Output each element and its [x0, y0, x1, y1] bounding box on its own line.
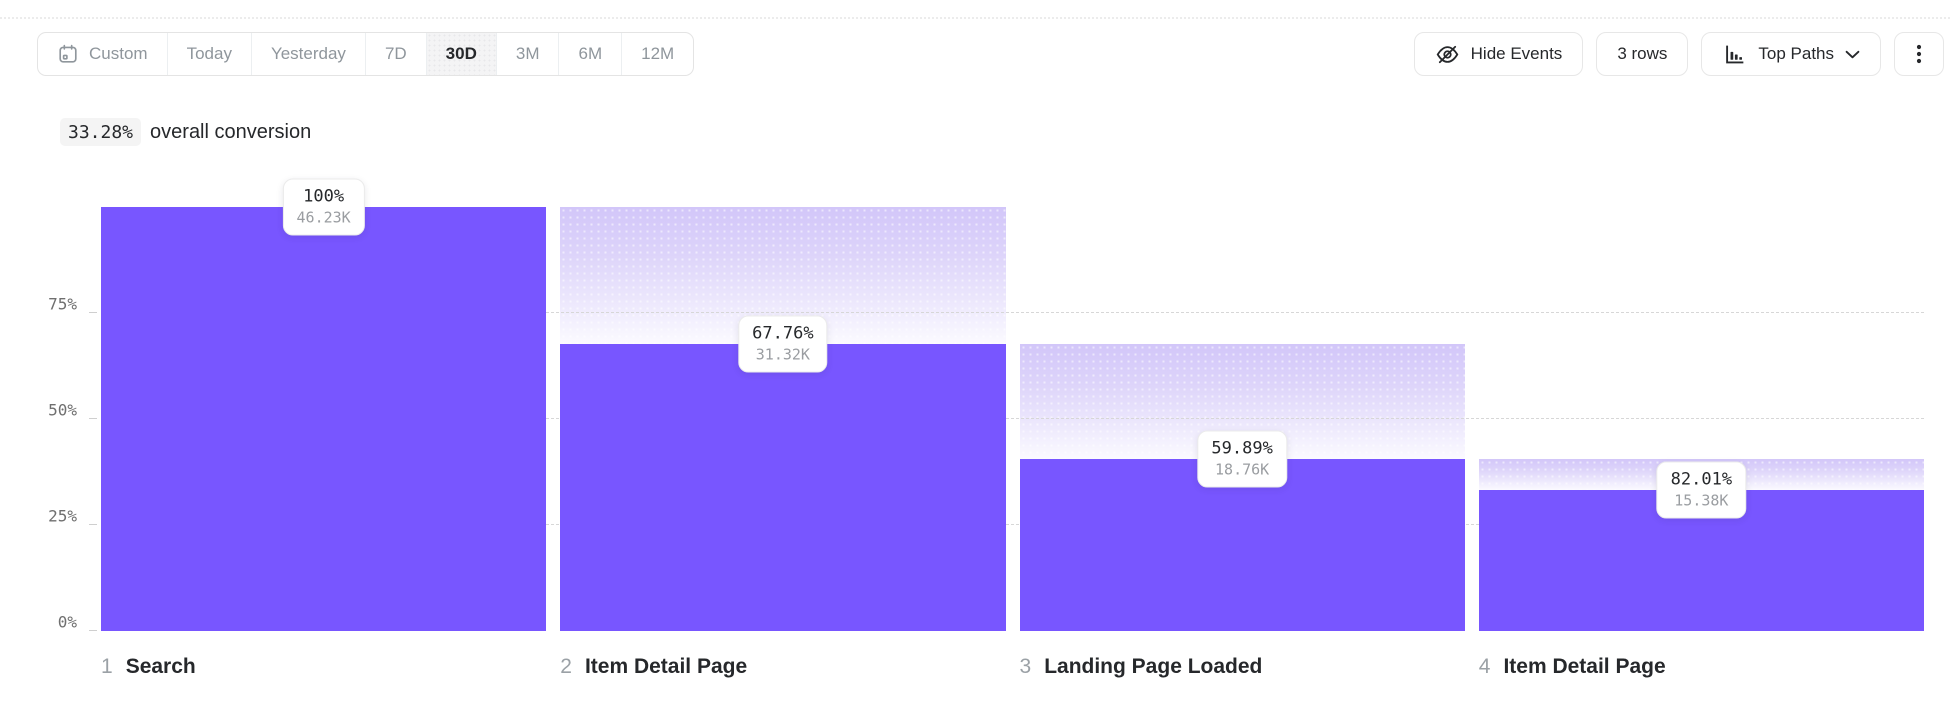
eye-off-icon	[1435, 42, 1460, 67]
rows-label: 3 rows	[1617, 44, 1668, 63]
toolbar: Custom Today Yesterday 7D 30D 3M 6M 12M	[37, 32, 1944, 76]
date-range-yesterday[interactable]: Yesterday	[250, 33, 365, 75]
funnel-step-column-4: 82.01% 15.38K	[1478, 207, 1924, 631]
date-range-30d[interactable]: 30D	[425, 33, 496, 75]
funnel-value-card: 100% 46.23K	[282, 178, 365, 236]
gridline-50	[101, 418, 1924, 419]
gridline-25	[101, 524, 1924, 525]
date-range-label: Yesterday	[270, 44, 346, 63]
step-count: 15.38K	[1674, 491, 1729, 510]
step-conversion-pct: 67.76%	[752, 323, 814, 344]
funnel-value-card: 59.89% 18.76K	[1197, 430, 1287, 488]
date-range-label: 6M	[578, 44, 603, 63]
y-axis-label-25: 25%	[48, 506, 77, 526]
kebab-menu-icon	[1907, 42, 1931, 66]
date-range-12m[interactable]: 12M	[621, 33, 693, 75]
step-number: 2	[560, 655, 572, 678]
y-axis-label-0: 0%	[57, 612, 77, 632]
chevron-down-icon	[1845, 50, 1860, 59]
funnel-chart: 100% 46.23K 67.76% 31.32K 59.89% 18.76K	[48, 178, 1924, 632]
funnel-step-column-2: 67.76% 31.32K	[560, 207, 1006, 631]
step-number: 3	[1019, 655, 1032, 678]
y-axis-tick-25	[89, 524, 97, 525]
step-label-1: 1 Search	[101, 655, 546, 679]
y-axis-tick-0	[89, 630, 97, 631]
step-name: Search	[125, 655, 196, 678]
step-name: Landing Page Loaded	[1044, 655, 1263, 678]
funnel-grid: 100% 46.23K 67.76% 31.32K 59.89% 18.76K	[101, 178, 1924, 631]
calendar-icon	[57, 43, 79, 65]
view-mode-dropdown[interactable]: Top Paths	[1701, 32, 1881, 76]
date-range-picker: Custom Today Yesterday 7D 30D 3M 6M 12M	[37, 32, 695, 76]
hide-events-label: Hide Events	[1470, 44, 1563, 63]
date-range-label: Today	[186, 44, 232, 63]
overall-conversion-value: 33.28%	[60, 118, 142, 146]
funnel-bar[interactable]	[1019, 458, 1465, 631]
step-conversion-pct: 59.89%	[1211, 438, 1273, 459]
funnel-bar[interactable]	[560, 343, 1006, 631]
step-count: 46.23K	[296, 208, 351, 227]
column-chart-icon	[1722, 42, 1747, 67]
y-axis-label-50: 50%	[48, 400, 77, 420]
toolbar-right-group: Hide Events 3 rows Top Paths	[1413, 32, 1944, 76]
rows-button[interactable]: 3 rows	[1596, 32, 1689, 76]
date-range-3m[interactable]: 3M	[495, 33, 559, 75]
gridline-75	[101, 312, 1924, 313]
funnel-step-labels: 1 Search 2 Item Detail Page 3 Landing Pa…	[101, 655, 1924, 679]
date-range-label: 12M	[641, 44, 675, 63]
date-range-label: Custom	[89, 44, 148, 63]
step-label-2: 2 Item Detail Page	[560, 655, 1005, 679]
hide-events-button[interactable]: Hide Events	[1413, 32, 1584, 76]
step-label-3: 3 Landing Page Loaded	[1020, 655, 1465, 679]
funnel-value-card: 82.01% 15.38K	[1656, 461, 1747, 519]
overall-conversion-text: overall conversion	[150, 120, 312, 143]
more-options-button[interactable]	[1894, 32, 1944, 76]
step-name: Item Detail Page	[1503, 655, 1666, 678]
step-number: 4	[1478, 655, 1491, 678]
funnel-bar[interactable]	[101, 207, 547, 631]
funnel-step-column-3: 59.89% 18.76K	[1019, 207, 1465, 631]
date-range-custom[interactable]: Custom	[38, 33, 167, 75]
date-range-label: 30D	[445, 44, 477, 63]
date-range-label: 3M	[515, 44, 540, 63]
date-range-today[interactable]: Today	[166, 33, 251, 75]
overall-conversion-summary: 33.28% overall conversion	[60, 118, 311, 146]
step-label-4: 4 Item Detail Page	[1479, 655, 1924, 679]
funnel-value-card: 67.76% 31.32K	[738, 315, 828, 373]
date-range-6m[interactable]: 6M	[558, 33, 621, 75]
y-axis-tick-75	[89, 312, 97, 313]
step-number: 1	[101, 655, 113, 678]
step-conversion-pct: 100%	[303, 186, 345, 207]
date-range-label: 7D	[384, 44, 407, 63]
step-conversion-pct: 82.01%	[1670, 469, 1733, 490]
step-count: 31.32K	[755, 345, 810, 364]
step-name: Item Detail Page	[584, 655, 748, 678]
date-range-7d[interactable]: 7D	[364, 33, 426, 75]
y-axis-label-75: 75%	[48, 294, 77, 314]
y-axis-tick-50	[89, 418, 97, 419]
view-mode-label: Top Paths	[1758, 44, 1834, 63]
funnel-step-column-1: 100% 46.23K	[101, 178, 547, 631]
step-count: 18.76K	[1215, 460, 1270, 479]
top-divider	[0, 17, 1950, 19]
